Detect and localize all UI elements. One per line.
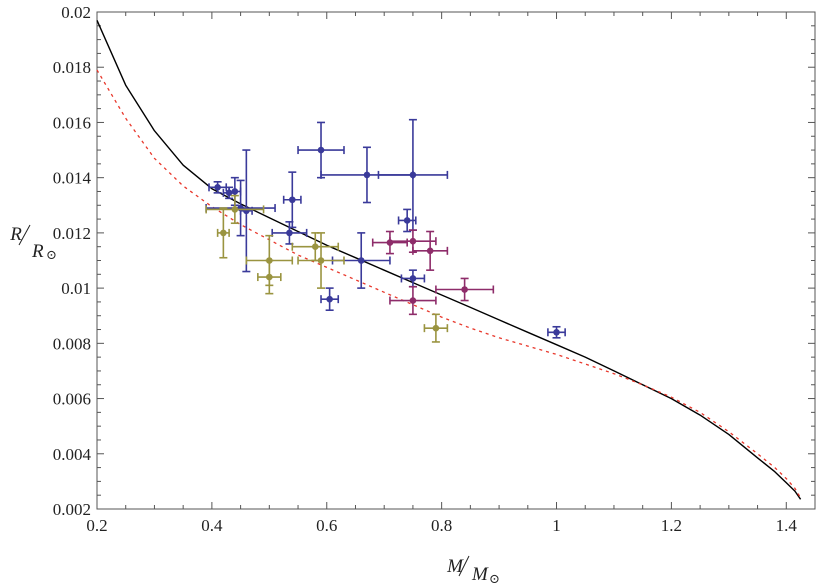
data-point-with-errorbars <box>282 171 302 229</box>
data-point-marker <box>214 184 221 191</box>
data-point-marker <box>231 206 239 213</box>
y-label-numerator: R <box>9 224 22 245</box>
x-tick-label: 0.4 <box>201 516 223 535</box>
y-tick-label: 0.02 <box>61 3 91 22</box>
x-tick-label: 0.6 <box>316 516 337 535</box>
x-tick-label: 1.4 <box>776 516 798 535</box>
data-point-marker <box>317 146 325 154</box>
data-point-marker <box>409 237 417 245</box>
data-point-marker <box>326 295 333 303</box>
data-point-marker <box>409 171 417 179</box>
data-point-marker <box>357 257 365 264</box>
data-point-with-errorbars <box>547 325 566 339</box>
data-point-with-errorbars <box>297 232 345 289</box>
data-point-with-errorbars <box>389 285 437 316</box>
plot-frame <box>96 11 816 510</box>
data-points <box>205 118 566 343</box>
x-label-slash <box>458 555 470 577</box>
axis-ticks: 0.2 0.4 0.6 0.8 1 1.2 1.4 0.002 0.004 0.006 0.008 0… <box>53 3 815 535</box>
dashed-model-curve <box>96 69 802 499</box>
solid-model-curve <box>96 20 802 500</box>
model-curves <box>96 20 802 500</box>
x-label-numerator: M <box>446 556 464 577</box>
data-point-with-errorbars <box>205 194 265 225</box>
y-tick-label: 0.004 <box>53 445 92 464</box>
data-point-marker <box>231 188 239 195</box>
y-label-slash <box>18 224 31 246</box>
data-point-with-errorbars <box>377 118 449 231</box>
data-point-with-errorbars <box>208 181 228 194</box>
x-tick-label: 1.2 <box>661 516 682 535</box>
data-point-with-errorbars <box>412 230 449 271</box>
data-point-marker <box>237 204 244 212</box>
x-tick-label: 0.8 <box>431 516 452 535</box>
data-point-with-errorbars <box>423 313 449 343</box>
y-tick-label: 0.002 <box>53 500 91 519</box>
x-tick-label: 1 <box>552 516 561 535</box>
data-point-with-errorbars <box>297 121 345 179</box>
y-axis-label: R R ⊙ <box>9 224 57 262</box>
data-point-marker <box>288 196 296 204</box>
data-point-marker <box>286 229 293 237</box>
x-label-sub: ⊙ <box>489 571 500 586</box>
data-point-marker <box>409 275 417 282</box>
data-point-marker <box>403 217 411 224</box>
x-axis-label: M M ⊙ <box>446 555 500 586</box>
y-tick-label: 0.012 <box>53 224 91 243</box>
data-point-marker <box>266 273 273 281</box>
y-tick-label: 0.018 <box>53 58 91 77</box>
y-label-denominator: R <box>31 241 44 262</box>
data-point-marker <box>409 297 417 304</box>
data-point-marker <box>553 328 560 336</box>
y-tick-label: 0.008 <box>53 334 91 353</box>
data-point-with-errorbars <box>239 149 253 273</box>
data-point-with-errorbars <box>291 232 340 262</box>
data-point-marker <box>432 324 440 332</box>
data-point-with-errorbars <box>400 269 426 288</box>
data-point-with-errorbars <box>216 207 230 259</box>
data-point-with-errorbars <box>257 259 282 295</box>
data-point-with-errorbars <box>271 221 308 245</box>
x-tick-label: 0.2 <box>86 516 107 535</box>
data-point-with-errorbars <box>435 277 495 302</box>
y-tick-label: 0.014 <box>53 169 92 188</box>
data-point-marker <box>461 286 468 293</box>
data-point-marker <box>311 243 319 250</box>
y-label-sub: ⊙ <box>46 247 57 262</box>
data-point-marker <box>220 229 227 237</box>
data-point-with-errorbars <box>320 287 340 312</box>
data-point-with-errorbars <box>397 208 417 233</box>
y-tick-label: 0.016 <box>53 113 91 132</box>
data-point-marker <box>426 247 434 255</box>
y-tick-label: 0.01 <box>61 279 91 298</box>
data-point-marker <box>317 257 325 264</box>
x-label-denominator: M <box>471 564 489 585</box>
data-point-marker <box>363 171 371 179</box>
y-tick-label: 0.006 <box>53 390 91 409</box>
